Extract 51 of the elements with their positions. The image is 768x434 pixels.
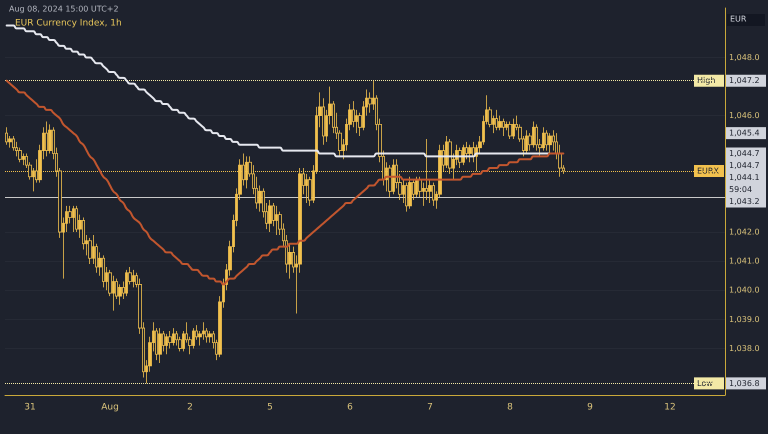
text: EUR Currency Index, 1h (15, 18, 122, 28)
x-tick-label: 6 (347, 402, 354, 412)
y-tick-label: 1,038.0 (729, 344, 760, 353)
candlestick (468, 144, 472, 163)
x-tick-label: 31 (24, 402, 36, 412)
x-tick-label: 12 (664, 402, 676, 412)
candlestick (502, 118, 505, 136)
candlestick (548, 132, 552, 154)
candlestick (532, 121, 535, 148)
y-tick-label: 1,040.0 (729, 286, 760, 295)
candlestick (508, 121, 512, 140)
candlestick (158, 328, 162, 364)
x-tick-label: 8 (507, 402, 514, 412)
candlestick (408, 176, 412, 210)
candlestick (545, 130, 548, 151)
y-tick-label: 1,039.0 (729, 314, 760, 324)
y-axis-title: EUR (730, 14, 747, 24)
candlestick (525, 130, 528, 154)
y-tick-label: 1,048.0 (729, 52, 760, 62)
candlestick (132, 269, 135, 288)
candlestick (432, 182, 435, 206)
chart-subtitle: Aug 08, 2024 15:00 UTC+2 (9, 4, 119, 14)
annotation: 1,047.2 (729, 76, 760, 86)
candlestick (392, 158, 395, 195)
y-tick-label: 1,041.0 (729, 256, 760, 266)
annotation: 1,045.4 (729, 128, 760, 138)
line-series (6, 80, 564, 286)
x-tick-label: 9 (587, 402, 594, 412)
candlestick (512, 118, 515, 140)
candlestick (415, 176, 418, 198)
x-tick-label: 7 (427, 402, 433, 412)
y-tick-label: 1,046.0 (729, 111, 760, 120)
candlestick (45, 121, 48, 157)
y-tick-label: 1,042.0 (729, 228, 760, 237)
candlestick (268, 200, 272, 232)
candlestick (5, 126, 8, 146)
candlestick (165, 333, 168, 355)
annotation: 1,036.8 (729, 378, 760, 388)
x-tick-label: Aug (101, 402, 119, 412)
text: 59:04 (729, 184, 752, 194)
text: 1,043.2 (729, 196, 760, 206)
x-tick-label: 5 (267, 402, 273, 412)
candlestick (72, 205, 75, 232)
candlestick (245, 156, 248, 189)
text: 1,044.7 (729, 160, 760, 170)
x-tick-label: 2 (187, 402, 193, 412)
candlestick (275, 205, 278, 236)
annotation: 1,044.7 (729, 148, 760, 158)
candlestick (125, 269, 128, 296)
candlestick (172, 328, 175, 346)
text: 1,044.1 (729, 172, 760, 182)
